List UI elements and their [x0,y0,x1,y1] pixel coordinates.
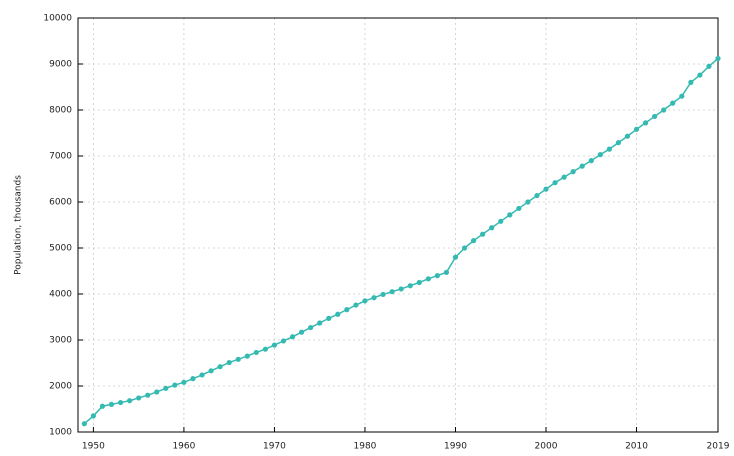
data-point [516,206,521,211]
data-point [562,175,567,180]
y-tick-label: 9000 [49,60,72,70]
data-point [208,368,213,373]
data-point [245,354,250,359]
data-point [281,338,286,343]
x-tick-label: 1970 [263,442,286,452]
y-tick-label: 10000 [43,14,72,24]
page: Population, thousands 1000 2000 3000 4000 50… [0,0,734,456]
data-point [661,107,666,112]
x-tick-label: 2000 [535,442,558,452]
data-point [353,302,358,307]
data-point [172,382,177,387]
y-tick-label: 3000 [49,336,72,346]
data-point [371,295,376,300]
data-point [598,152,603,157]
data-point [471,238,476,243]
x-tick-label: 1980 [354,442,377,452]
data-point [480,232,485,237]
data-point [688,80,693,85]
y-tick-label: 6000 [49,198,72,208]
data-point [181,380,186,385]
x-tick-label: 1960 [172,442,195,452]
data-point [299,330,304,335]
data-point [426,276,431,281]
data-point [462,245,467,250]
y-tick-label: 8000 [49,106,72,116]
data-point [344,307,349,312]
data-point [697,72,702,77]
y-tick-label: 4000 [49,290,72,300]
data-point [616,140,621,145]
data-point [444,270,449,275]
plot-frame [78,18,718,432]
data-point [489,225,494,230]
data-point [634,127,639,132]
y-tick-label: 2000 [49,382,72,392]
data-point [507,212,512,217]
data-point [263,347,268,352]
data-point [335,312,340,317]
data-point [163,386,168,391]
data-point [127,398,132,403]
data-point [525,199,530,204]
data-point [326,316,331,321]
data-point [543,187,548,192]
data-point [190,376,195,381]
data-point [82,421,87,426]
data-point [154,389,159,394]
data-point [218,364,223,369]
y-tick-label: 5000 [49,244,72,254]
y-axis-label: Population, thousands [14,175,24,275]
data-point [715,56,720,61]
x-tick-label: 1950 [82,442,105,452]
data-point [199,372,204,377]
x-tick-label: 2010 [625,442,648,452]
data-point [317,320,322,325]
data-point [390,289,395,294]
data-point [625,134,630,139]
data-point [417,280,422,285]
data-point [100,404,105,409]
data-point [136,395,141,400]
data-point [290,334,295,339]
data-point [118,400,123,405]
data-point [706,64,711,69]
data-point [580,164,585,169]
data-point [399,286,404,291]
data-point [670,101,675,106]
data-point [227,360,232,365]
data-point [435,273,440,278]
data-point [652,114,657,119]
data-point [408,283,413,288]
data-point [145,393,150,398]
data-point [498,219,503,224]
data-point [254,350,259,355]
data-point [589,158,594,163]
data-point [109,402,114,407]
data-point [91,413,96,418]
y-tick-label: 1000 [49,428,72,438]
data-point [380,292,385,297]
data-point [362,298,367,303]
data-point [607,147,612,152]
data-point [272,342,277,347]
data-point [552,180,557,185]
chart: Population, thousands 1000 2000 3000 4000 50… [0,0,734,456]
data-point [236,357,241,362]
data-point [643,120,648,125]
data-line [84,58,718,423]
x-tick-label: 1990 [444,442,467,452]
y-tick-label: 7000 [49,152,72,162]
data-point [534,193,539,198]
data-point [308,325,313,330]
data-point [453,255,458,260]
data-point [679,94,684,99]
x-tick-label: 2019 [707,442,730,452]
data-point [571,169,576,174]
